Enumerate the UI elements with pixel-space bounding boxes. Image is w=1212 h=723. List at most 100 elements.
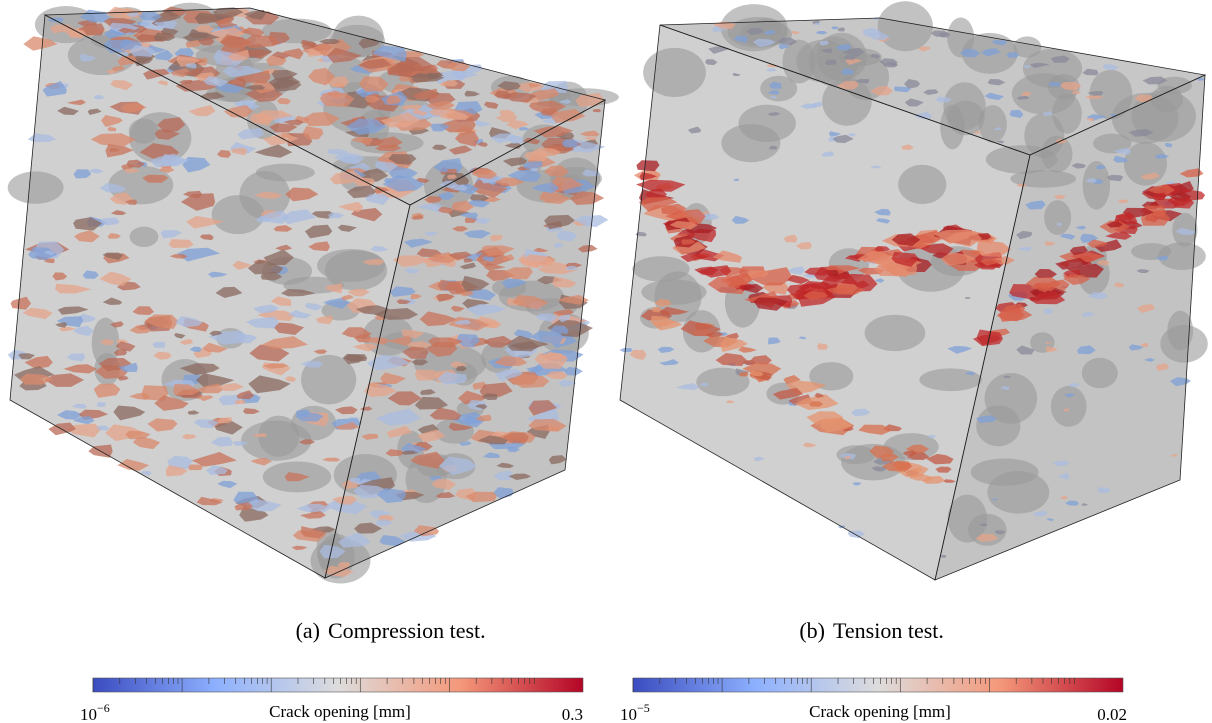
crack bbox=[1106, 220, 1123, 228]
crack bbox=[1141, 342, 1149, 348]
crack bbox=[430, 123, 450, 132]
crack bbox=[1006, 51, 1020, 58]
crack bbox=[411, 359, 429, 366]
crack bbox=[816, 343, 828, 350]
crack bbox=[280, 288, 316, 297]
crack bbox=[935, 96, 952, 103]
crack bbox=[619, 347, 633, 353]
crack bbox=[270, 296, 292, 306]
crack bbox=[315, 315, 334, 325]
crack bbox=[802, 442, 818, 448]
crack bbox=[669, 220, 699, 230]
crack bbox=[168, 239, 194, 248]
crack bbox=[902, 450, 917, 457]
crack bbox=[458, 441, 472, 446]
crack bbox=[481, 256, 495, 262]
crack bbox=[681, 239, 696, 245]
crack bbox=[302, 126, 324, 140]
crack bbox=[980, 48, 1001, 57]
crack bbox=[324, 283, 344, 294]
crack bbox=[404, 268, 419, 274]
crack bbox=[852, 482, 862, 486]
crack bbox=[804, 267, 833, 276]
crack bbox=[207, 271, 228, 278]
crack bbox=[370, 245, 389, 252]
crack bbox=[1059, 81, 1082, 91]
crack bbox=[1064, 393, 1075, 398]
crack bbox=[739, 371, 749, 377]
crack bbox=[150, 153, 188, 168]
crack bbox=[271, 51, 291, 60]
crack bbox=[1169, 454, 1178, 457]
crack bbox=[483, 335, 513, 348]
crack bbox=[188, 105, 216, 117]
crack bbox=[79, 53, 97, 62]
crack bbox=[118, 362, 138, 373]
crack bbox=[19, 373, 54, 385]
crack bbox=[767, 89, 780, 95]
crack bbox=[636, 179, 686, 192]
crack bbox=[210, 436, 234, 447]
crack bbox=[766, 64, 779, 68]
crack bbox=[1055, 257, 1089, 270]
aggregate bbox=[978, 105, 1007, 143]
aggregate bbox=[940, 104, 965, 150]
crack bbox=[548, 455, 567, 465]
crack bbox=[870, 165, 882, 169]
crack bbox=[436, 371, 467, 385]
base: 10 bbox=[80, 705, 97, 723]
crack bbox=[712, 250, 742, 263]
aggregate bbox=[782, 39, 816, 84]
crack bbox=[543, 165, 570, 177]
crack bbox=[243, 408, 260, 415]
crack bbox=[412, 108, 429, 116]
crack bbox=[129, 45, 157, 59]
crack bbox=[271, 69, 298, 81]
crack bbox=[959, 48, 981, 58]
aggregate bbox=[1013, 36, 1042, 58]
crack bbox=[920, 243, 954, 256]
aggregate bbox=[738, 104, 796, 143]
crack bbox=[523, 150, 549, 162]
crack bbox=[465, 303, 506, 316]
crack bbox=[769, 95, 777, 99]
crack bbox=[437, 192, 455, 201]
crack bbox=[338, 532, 372, 548]
crack bbox=[410, 293, 422, 300]
crack bbox=[862, 27, 883, 37]
crack bbox=[483, 101, 499, 109]
crack bbox=[118, 27, 137, 34]
crack bbox=[783, 234, 798, 243]
crack bbox=[456, 333, 480, 348]
crack bbox=[702, 211, 710, 215]
crack bbox=[1009, 284, 1039, 300]
crack bbox=[423, 196, 442, 204]
crack bbox=[27, 133, 57, 142]
crack bbox=[479, 382, 513, 397]
crack bbox=[1071, 163, 1087, 169]
crack bbox=[561, 139, 579, 148]
crack bbox=[167, 455, 193, 469]
crack bbox=[243, 499, 282, 512]
crack bbox=[217, 21, 238, 29]
crack bbox=[574, 215, 609, 228]
crack bbox=[250, 457, 273, 466]
crack bbox=[272, 78, 302, 92]
crack bbox=[366, 354, 411, 371]
crack bbox=[56, 410, 83, 420]
crack bbox=[1047, 81, 1062, 87]
crack bbox=[115, 341, 136, 352]
crack bbox=[426, 100, 455, 110]
crack bbox=[490, 133, 520, 144]
crack bbox=[156, 117, 186, 133]
crack bbox=[1165, 181, 1176, 185]
crack bbox=[18, 353, 35, 360]
aggregate bbox=[1041, 135, 1073, 173]
crack bbox=[459, 262, 476, 270]
crack bbox=[154, 129, 181, 140]
crack bbox=[66, 99, 87, 106]
crack bbox=[420, 389, 436, 396]
crack bbox=[497, 81, 521, 91]
crack bbox=[437, 279, 464, 291]
